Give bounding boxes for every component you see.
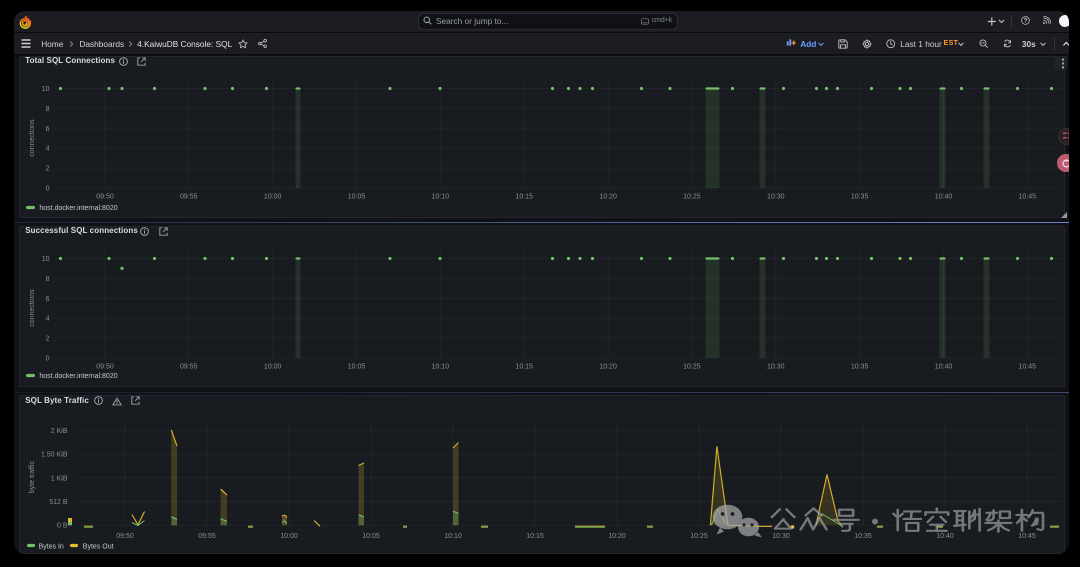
svg-text:10:35: 10:35 [854,533,872,540]
svg-text:10:25: 10:25 [683,364,701,371]
svg-text:10:20: 10:20 [608,533,626,540]
svg-text:10:45: 10:45 [1018,533,1036,540]
svg-text:10:40: 10:40 [935,194,953,201]
svg-text:10:35: 10:35 [851,194,869,201]
svg-text:10:40: 10:40 [936,533,954,540]
svg-text:10:10: 10:10 [444,533,462,540]
svg-text:10: 10 [42,86,50,93]
svg-text:10:20: 10:20 [599,194,617,201]
svg-text:10:00: 10:00 [264,364,282,371]
svg-text:10:05: 10:05 [362,533,380,540]
svg-text:Bytes In: Bytes In [39,543,64,550]
svg-text:10:15: 10:15 [515,194,533,201]
svg-text:09:50: 09:50 [116,533,134,540]
svg-text:4: 4 [46,316,50,323]
svg-text:09:55: 09:55 [198,533,216,540]
svg-text:09:55: 09:55 [180,364,198,371]
svg-text:10:15: 10:15 [515,364,533,371]
svg-text:byte traffic: byte traffic [29,460,36,493]
svg-text:6: 6 [46,296,50,303]
svg-text:10:40: 10:40 [935,364,953,371]
svg-text:1.50 KiB: 1.50 KiB [41,452,68,459]
svg-text:10:15: 10:15 [526,533,544,540]
svg-text:4: 4 [46,146,50,153]
svg-text:10:05: 10:05 [348,364,366,371]
svg-text:512 B: 512 B [49,499,68,506]
svg-text:10:00: 10:00 [264,194,282,201]
svg-text:0: 0 [46,186,50,193]
svg-text:connections: connections [29,119,36,157]
svg-text:09:50: 09:50 [96,364,114,371]
svg-text:0 B: 0 B [57,523,68,530]
svg-text:10:10: 10:10 [432,364,450,371]
svg-text:10:30: 10:30 [767,364,785,371]
svg-text:host.docker.internal:8020: host.docker.internal:8020 [39,373,117,380]
svg-text:10:45: 10:45 [1019,364,1037,371]
svg-text:2: 2 [46,166,50,173]
svg-text:10:10: 10:10 [432,194,450,201]
svg-text:10:30: 10:30 [767,194,785,201]
svg-text:10: 10 [42,256,50,263]
svg-text:09:50: 09:50 [96,194,114,201]
svg-text:Bytes Out: Bytes Out [83,543,114,550]
svg-text:10:05: 10:05 [348,194,366,201]
svg-text:connections: connections [29,289,36,327]
svg-text:8: 8 [46,106,50,113]
svg-text:09:55: 09:55 [180,194,198,201]
svg-text:2 KiB: 2 KiB [51,428,68,435]
svg-text:10:45: 10:45 [1019,194,1037,201]
svg-text:host.docker.internal:8020: host.docker.internal:8020 [39,205,117,212]
svg-text:6: 6 [46,126,50,133]
svg-text:8: 8 [46,276,50,283]
svg-text:10:30: 10:30 [772,533,790,540]
svg-text:10:20: 10:20 [599,364,617,371]
svg-text:10:25: 10:25 [683,194,701,201]
svg-text:0: 0 [46,356,50,363]
svg-text:10:35: 10:35 [851,364,869,371]
svg-text:10:25: 10:25 [690,533,708,540]
svg-text:1 KiB: 1 KiB [51,475,68,482]
svg-text:2: 2 [46,336,50,343]
svg-text:10:00: 10:00 [280,533,298,540]
